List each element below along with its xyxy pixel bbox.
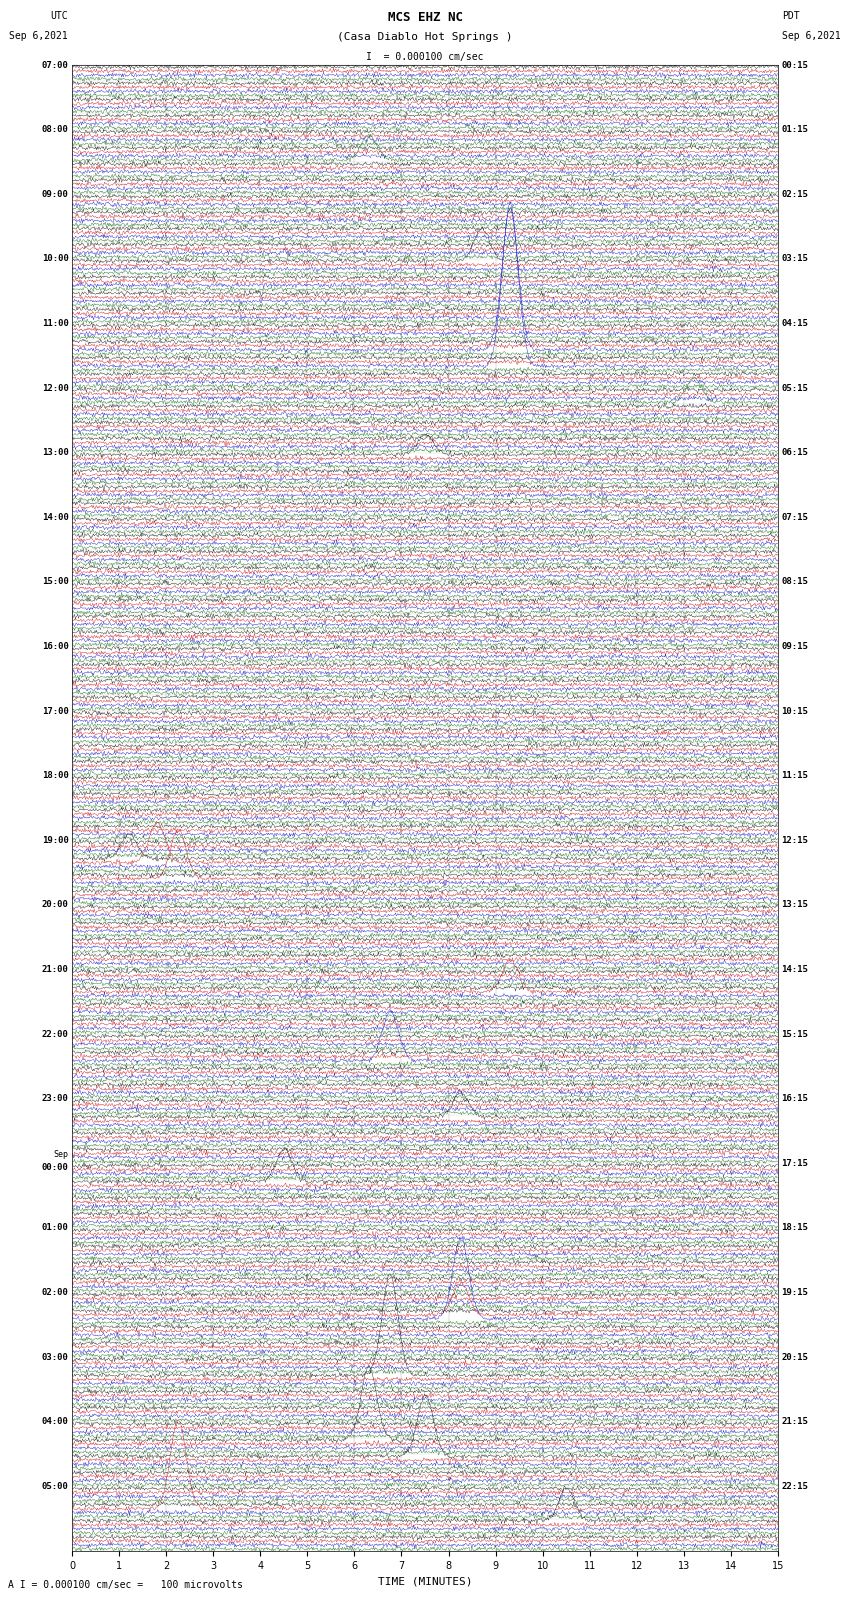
Text: 19:00: 19:00 bbox=[42, 836, 69, 845]
Text: 20:00: 20:00 bbox=[42, 900, 69, 910]
Text: 03:15: 03:15 bbox=[781, 255, 808, 263]
Text: 10:15: 10:15 bbox=[781, 706, 808, 716]
Text: 02:00: 02:00 bbox=[42, 1289, 69, 1297]
Text: Sep: Sep bbox=[54, 1150, 69, 1158]
Text: 20:15: 20:15 bbox=[781, 1353, 808, 1361]
Text: 05:00: 05:00 bbox=[42, 1482, 69, 1490]
Text: 01:00: 01:00 bbox=[42, 1223, 69, 1232]
Text: 01:15: 01:15 bbox=[781, 126, 808, 134]
Text: 18:15: 18:15 bbox=[781, 1223, 808, 1232]
Text: 21:00: 21:00 bbox=[42, 965, 69, 974]
Text: 06:15: 06:15 bbox=[781, 448, 808, 456]
Text: 02:15: 02:15 bbox=[781, 190, 808, 198]
Text: 00:00: 00:00 bbox=[42, 1163, 69, 1173]
Text: 08:15: 08:15 bbox=[781, 577, 808, 587]
Text: 05:15: 05:15 bbox=[781, 384, 808, 392]
Text: 11:00: 11:00 bbox=[42, 319, 69, 327]
Text: 08:00: 08:00 bbox=[42, 126, 69, 134]
Text: 23:00: 23:00 bbox=[42, 1094, 69, 1103]
Text: 17:15: 17:15 bbox=[781, 1158, 808, 1168]
Text: 00:15: 00:15 bbox=[781, 61, 808, 69]
Text: 12:00: 12:00 bbox=[42, 384, 69, 392]
X-axis label: TIME (MINUTES): TIME (MINUTES) bbox=[377, 1576, 473, 1586]
Text: 09:15: 09:15 bbox=[781, 642, 808, 652]
Text: MCS EHZ NC: MCS EHZ NC bbox=[388, 11, 462, 24]
Text: 07:15: 07:15 bbox=[781, 513, 808, 521]
Text: 09:00: 09:00 bbox=[42, 190, 69, 198]
Text: 04:00: 04:00 bbox=[42, 1418, 69, 1426]
Text: 14:15: 14:15 bbox=[781, 965, 808, 974]
Text: 19:15: 19:15 bbox=[781, 1289, 808, 1297]
Text: 12:15: 12:15 bbox=[781, 836, 808, 845]
Text: 18:00: 18:00 bbox=[42, 771, 69, 781]
Text: 15:15: 15:15 bbox=[781, 1029, 808, 1039]
Text: Sep 6,2021: Sep 6,2021 bbox=[782, 31, 841, 40]
Text: UTC: UTC bbox=[50, 11, 68, 21]
Text: (Casa Diablo Hot Springs ): (Casa Diablo Hot Springs ) bbox=[337, 32, 513, 42]
Text: 16:00: 16:00 bbox=[42, 642, 69, 652]
Text: 13:15: 13:15 bbox=[781, 900, 808, 910]
Text: A I = 0.000100 cm/sec =   100 microvolts: A I = 0.000100 cm/sec = 100 microvolts bbox=[8, 1581, 243, 1590]
Text: 21:15: 21:15 bbox=[781, 1418, 808, 1426]
Text: 04:15: 04:15 bbox=[781, 319, 808, 327]
Text: 16:15: 16:15 bbox=[781, 1094, 808, 1103]
Text: 22:15: 22:15 bbox=[781, 1482, 808, 1490]
Text: 07:00: 07:00 bbox=[42, 61, 69, 69]
Text: 17:00: 17:00 bbox=[42, 706, 69, 716]
Text: 14:00: 14:00 bbox=[42, 513, 69, 521]
Text: PDT: PDT bbox=[782, 11, 800, 21]
Text: 13:00: 13:00 bbox=[42, 448, 69, 456]
Text: 22:00: 22:00 bbox=[42, 1029, 69, 1039]
Text: 10:00: 10:00 bbox=[42, 255, 69, 263]
Text: 15:00: 15:00 bbox=[42, 577, 69, 587]
Text: Sep 6,2021: Sep 6,2021 bbox=[9, 31, 68, 40]
Text: 11:15: 11:15 bbox=[781, 771, 808, 781]
Text: I  = 0.000100 cm/sec: I = 0.000100 cm/sec bbox=[366, 52, 484, 61]
Text: 03:00: 03:00 bbox=[42, 1353, 69, 1361]
